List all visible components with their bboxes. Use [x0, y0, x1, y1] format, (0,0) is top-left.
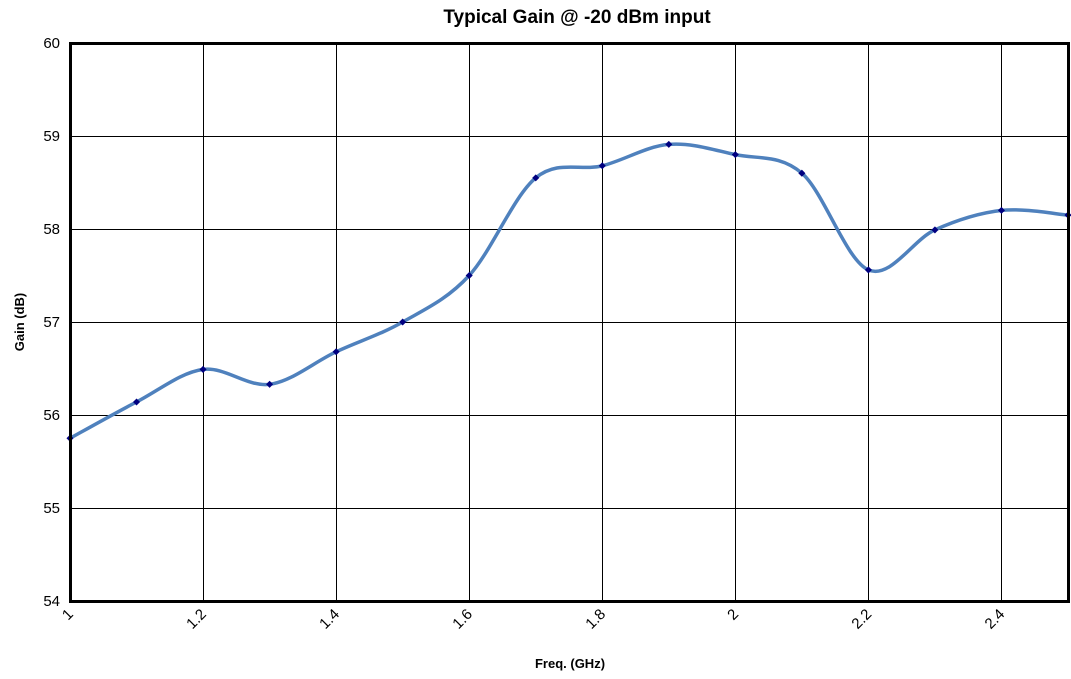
- gain-data-point: [731, 151, 739, 159]
- y-tick-label: 54: [43, 593, 60, 610]
- x-tick-label: 2.4: [982, 606, 1009, 633]
- x-tick-label: 1.6: [449, 606, 476, 633]
- y-tick-label: 59: [43, 128, 60, 145]
- gain-data-point: [665, 140, 673, 148]
- series-layer: [68, 142, 1070, 441]
- chart-title: Typical Gain @ -20 dBm input: [443, 7, 711, 28]
- y-tick-label: 57: [43, 314, 60, 331]
- gain-data-point: [199, 365, 207, 373]
- x-tick-label: 1: [59, 606, 77, 624]
- gain-data-point: [465, 271, 473, 280]
- gain-data-point: [864, 266, 872, 274]
- x-tick-label: 1.8: [582, 606, 609, 633]
- marker-layer: [66, 140, 1071, 442]
- gridlines: [70, 43, 1068, 602]
- gain-data-point: [332, 348, 340, 356]
- gain-data-point: [997, 206, 1006, 214]
- y-tick-label: 60: [43, 35, 60, 52]
- y-tick-label: 55: [43, 500, 60, 517]
- gain-data-point: [132, 398, 141, 406]
- x-tick-label: 1.4: [316, 606, 343, 633]
- x-tick-label: 1.2: [183, 606, 210, 633]
- gain-data-point: [266, 380, 274, 388]
- gain-data-point: [532, 174, 540, 182]
- x-tick-label: 2: [724, 606, 742, 624]
- gain-data-point: [931, 226, 939, 234]
- y-axis-title: Gain (dB): [12, 293, 27, 352]
- x-tick-label: 2.2: [848, 606, 875, 633]
- x-tick-labels: 1 1.2 1.4 1.6 1.8 2 2.2 2.4: [59, 606, 1008, 633]
- gain-data-point: [598, 162, 606, 170]
- y-tick-label: 58: [43, 221, 60, 238]
- gain-data-point: [399, 318, 407, 326]
- y-tick-label: 56: [43, 407, 60, 424]
- plot-frame: [69, 42, 1070, 603]
- x-axis-title: Freq. (GHz): [535, 656, 605, 671]
- gain-series-line: [68, 142, 1070, 441]
- y-tick-labels: 54 55 56 57 58 59 60: [43, 35, 60, 610]
- gain-data-point: [798, 169, 806, 177]
